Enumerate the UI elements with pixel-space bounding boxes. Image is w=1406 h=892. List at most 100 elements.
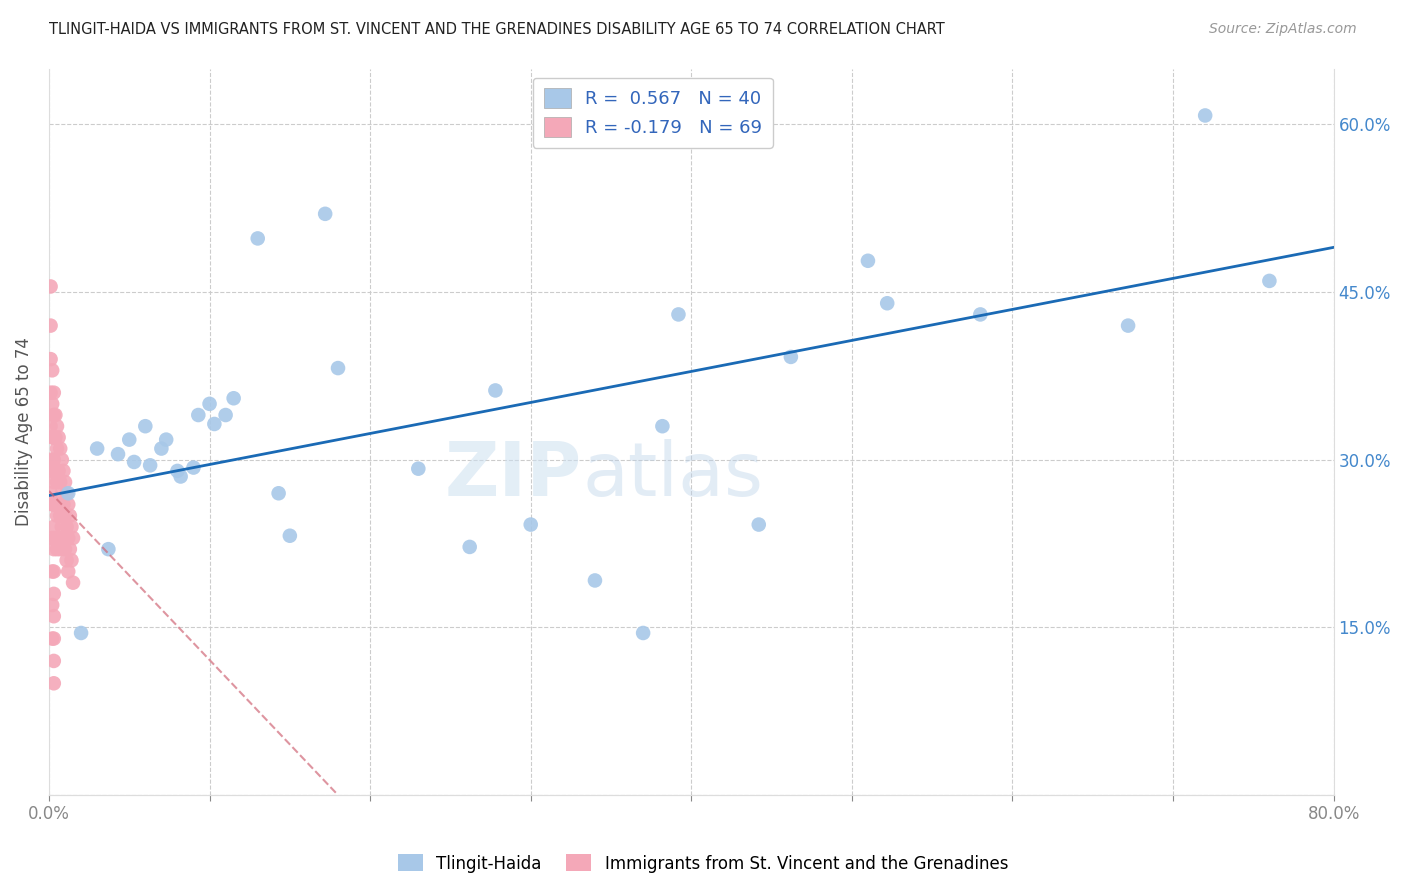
Point	[246, 231, 269, 245]
Point	[122, 455, 145, 469]
Text: Source: ZipAtlas.com: Source: ZipAtlas.com	[1209, 22, 1357, 37]
Point	[856, 253, 879, 268]
Point	[876, 296, 898, 310]
Point	[51, 520, 73, 534]
Point	[97, 542, 120, 557]
Point	[42, 565, 65, 579]
Point	[58, 565, 80, 579]
Point	[42, 475, 65, 489]
Y-axis label: Disability Age 65 to 74: Disability Age 65 to 74	[15, 337, 32, 526]
Point	[187, 408, 209, 422]
Point	[458, 540, 481, 554]
Point	[39, 452, 62, 467]
Point	[44, 408, 66, 422]
Point	[60, 553, 83, 567]
Point	[969, 307, 991, 321]
Point	[39, 419, 62, 434]
Point	[51, 452, 73, 467]
Point	[46, 542, 69, 557]
Point	[198, 397, 221, 411]
Point	[118, 433, 141, 447]
Point	[202, 417, 225, 431]
Point	[44, 464, 66, 478]
Point	[58, 531, 80, 545]
Point	[48, 531, 70, 545]
Point	[41, 531, 63, 545]
Point	[169, 469, 191, 483]
Point	[1258, 274, 1281, 288]
Point	[49, 475, 72, 489]
Point	[53, 475, 76, 489]
Point	[668, 307, 690, 321]
Point	[49, 508, 72, 523]
Point	[42, 385, 65, 400]
Point	[42, 609, 65, 624]
Point	[41, 397, 63, 411]
Point	[39, 385, 62, 400]
Point	[139, 458, 162, 473]
Point	[55, 520, 77, 534]
Point	[41, 598, 63, 612]
Point	[39, 318, 62, 333]
Point	[631, 626, 654, 640]
Point	[70, 626, 93, 640]
Point	[107, 447, 129, 461]
Point	[62, 575, 84, 590]
Point	[42, 520, 65, 534]
Point	[52, 531, 75, 545]
Point	[48, 430, 70, 444]
Point	[41, 363, 63, 377]
Point	[55, 486, 77, 500]
Point	[42, 654, 65, 668]
Point	[166, 464, 188, 478]
Point	[314, 207, 336, 221]
Point	[52, 464, 75, 478]
Point	[49, 542, 72, 557]
Point	[42, 430, 65, 444]
Point	[484, 384, 506, 398]
Point	[779, 350, 801, 364]
Point	[86, 442, 108, 456]
Point	[46, 442, 69, 456]
Point	[52, 498, 75, 512]
Point	[53, 508, 76, 523]
Point	[583, 574, 606, 588]
Point	[134, 419, 156, 434]
Point	[44, 430, 66, 444]
Point	[150, 442, 173, 456]
Point	[1194, 108, 1216, 122]
Point	[41, 632, 63, 646]
Point	[183, 460, 205, 475]
Point	[41, 565, 63, 579]
Point	[62, 531, 84, 545]
Point	[46, 419, 69, 434]
Point	[278, 529, 301, 543]
Point	[41, 430, 63, 444]
Point	[42, 542, 65, 557]
Point	[59, 542, 82, 557]
Point	[59, 508, 82, 523]
Point	[60, 520, 83, 534]
Point	[58, 486, 80, 500]
Point	[48, 464, 70, 478]
Point	[55, 553, 77, 567]
Point	[49, 442, 72, 456]
Point	[39, 352, 62, 367]
Point	[42, 452, 65, 467]
Point	[408, 461, 430, 475]
Text: ZIP: ZIP	[444, 439, 582, 512]
Point	[42, 408, 65, 422]
Point	[51, 486, 73, 500]
Text: TLINGIT-HAIDA VS IMMIGRANTS FROM ST. VINCENT AND THE GRENADINES DISABILITY AGE 6: TLINGIT-HAIDA VS IMMIGRANTS FROM ST. VIN…	[49, 22, 945, 37]
Point	[1116, 318, 1139, 333]
Point	[44, 498, 66, 512]
Legend: R =  0.567   N = 40, R = -0.179   N = 69: R = 0.567 N = 40, R = -0.179 N = 69	[533, 78, 773, 148]
Point	[42, 498, 65, 512]
Point	[44, 531, 66, 545]
Point	[48, 498, 70, 512]
Text: atlas: atlas	[582, 439, 763, 512]
Point	[651, 419, 673, 434]
Point	[214, 408, 236, 422]
Point	[42, 632, 65, 646]
Point	[42, 676, 65, 690]
